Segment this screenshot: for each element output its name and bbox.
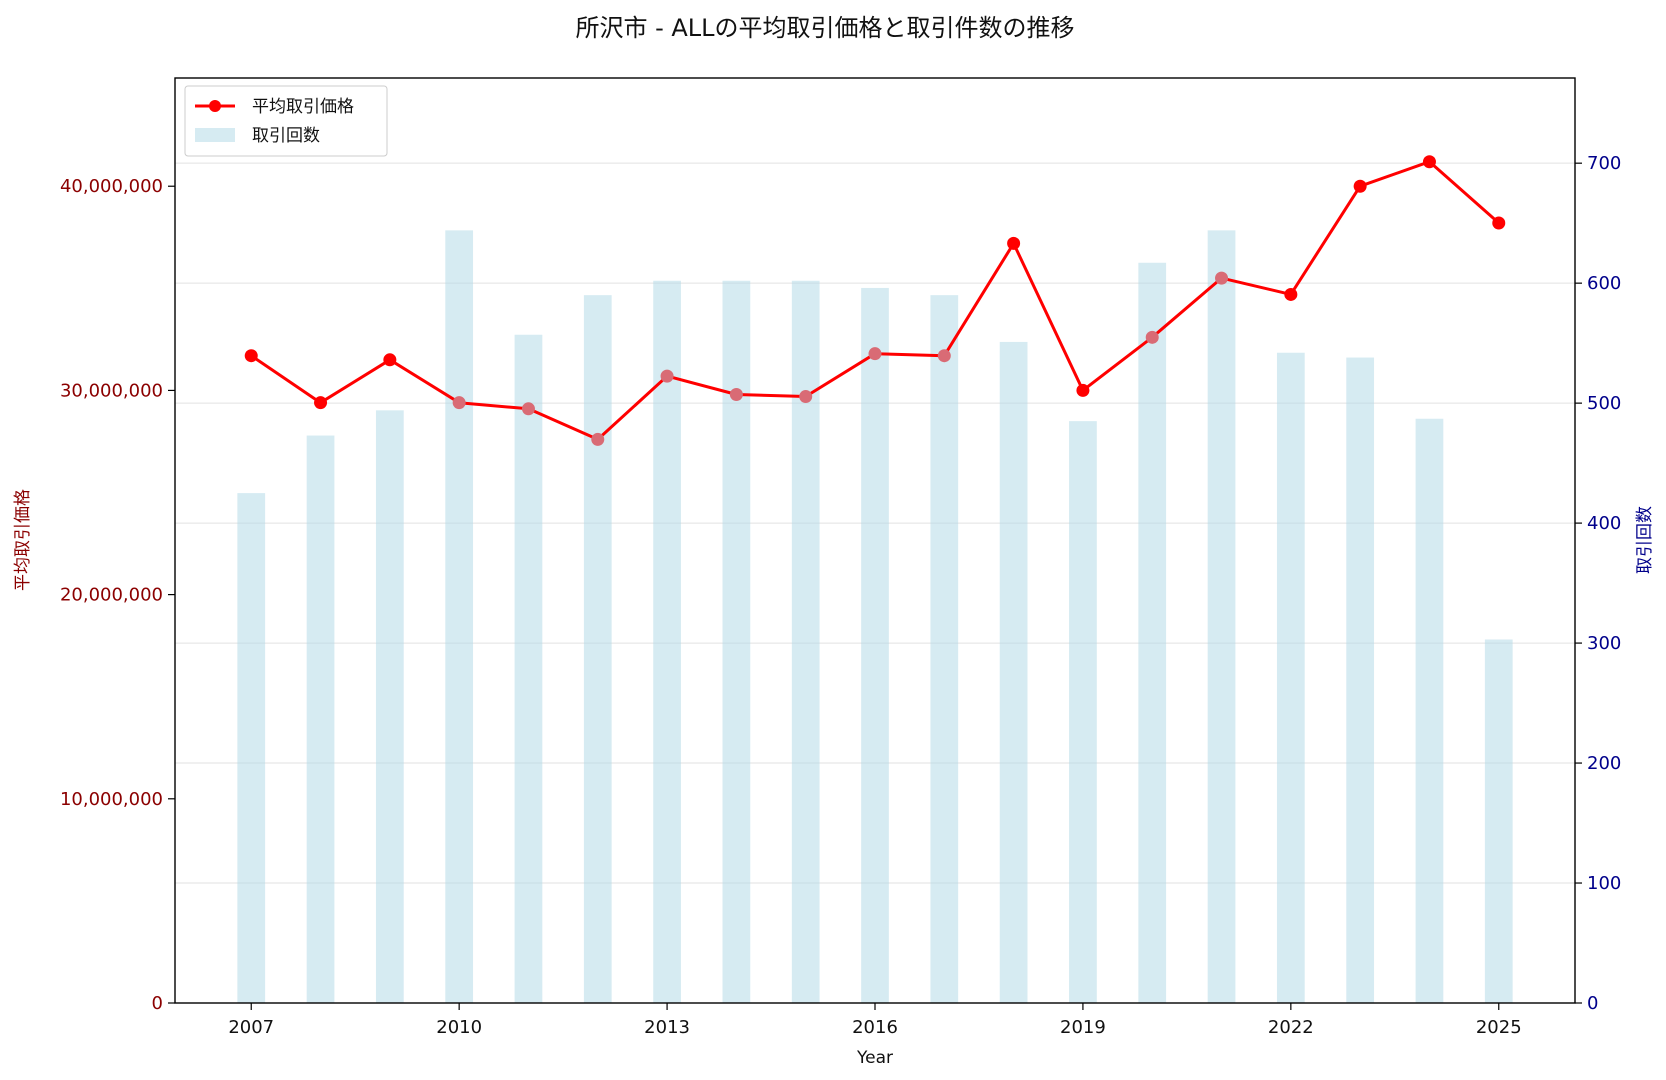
x-axis-label: Year xyxy=(856,1048,893,1068)
bar-2016 xyxy=(861,287,889,1003)
point-2023 xyxy=(1353,179,1367,193)
legend-bar-swatch xyxy=(195,128,235,142)
bar-2008 xyxy=(306,435,335,1003)
bar-2009 xyxy=(375,410,404,1004)
y-left-tick-label-2: 20,000,000 xyxy=(60,585,163,606)
bar-2023 xyxy=(1346,357,1375,1003)
bar-2012 xyxy=(583,295,612,1003)
bar-2022 xyxy=(1276,352,1305,1003)
point-2012 xyxy=(591,432,605,446)
bar-series xyxy=(237,230,1513,1004)
point-2007 xyxy=(244,349,258,363)
y-right-tick-label-0: 0 xyxy=(1587,993,1598,1014)
point-2017 xyxy=(937,349,951,363)
legend-label-count: 取引回数 xyxy=(252,126,320,146)
point-2011 xyxy=(521,402,535,416)
y-right-tick-label-2: 200 xyxy=(1587,753,1621,774)
bar-2019 xyxy=(1069,421,1097,1003)
bar-2013 xyxy=(653,280,681,1003)
y-left-tick-label-0: 0 xyxy=(152,993,163,1014)
point-2008 xyxy=(314,396,328,410)
y-axis-right: 0 100 200 300 400 500 600 700 xyxy=(1575,153,1621,1014)
x-tick-label-2022: 2022 xyxy=(1268,1017,1314,1038)
x-tick-label-2007: 2007 xyxy=(228,1017,274,1038)
x-tick-label-2016: 2016 xyxy=(852,1017,898,1038)
point-2024 xyxy=(1422,155,1436,169)
legend-label-price: 平均取引価格 xyxy=(252,97,354,117)
bar-2014 xyxy=(722,280,751,1003)
bar-2025 xyxy=(1484,639,1513,1003)
point-2015 xyxy=(799,390,813,404)
y-left-tick-label-4: 40,000,000 xyxy=(60,176,163,197)
point-2013 xyxy=(660,369,674,383)
point-2014 xyxy=(729,388,743,402)
bar-2020 xyxy=(1138,262,1167,1004)
bar-2010 xyxy=(445,230,474,1003)
legend-line-marker xyxy=(209,100,221,112)
y-right-tick-label-6: 600 xyxy=(1587,273,1621,294)
x-tick-label-2013: 2013 xyxy=(644,1017,690,1038)
legend: 平均取引価格 取引回数 xyxy=(184,85,388,157)
x-tick-label-2025: 2025 xyxy=(1476,1017,1522,1038)
bar-2018 xyxy=(999,341,1028,1003)
y-right-tick-label-7: 700 xyxy=(1587,153,1621,174)
y-right-tick-label-3: 300 xyxy=(1587,633,1621,654)
point-2010 xyxy=(452,396,466,410)
x-tick-label-2010: 2010 xyxy=(436,1017,482,1038)
point-2018 xyxy=(1007,236,1021,250)
point-2022 xyxy=(1284,287,1298,301)
chart-title: 所沢市 - ALLの平均取引価格と取引件数の推移 xyxy=(575,14,1074,42)
y-axis-right-label: 取引回数 xyxy=(1635,506,1655,574)
point-2021 xyxy=(1215,271,1229,285)
y-right-tick-label-4: 400 xyxy=(1587,513,1621,534)
point-2019 xyxy=(1076,383,1090,397)
y-left-tick-label-1: 10,000,000 xyxy=(60,789,163,810)
point-2025 xyxy=(1492,216,1506,230)
point-2020 xyxy=(1145,330,1159,344)
line-series xyxy=(244,155,1506,446)
x-axis: 2007 2010 2013 2016 2019 2022 2025 xyxy=(228,1003,1522,1038)
y-right-tick-label-1: 100 xyxy=(1587,873,1621,894)
y-axis-left-label: 平均取引価格 xyxy=(13,489,33,591)
x-tick-label-2019: 2019 xyxy=(1060,1017,1106,1038)
point-2009 xyxy=(383,353,397,367)
bar-2007 xyxy=(237,493,266,1003)
bar-2017 xyxy=(930,295,959,1003)
point-2016 xyxy=(868,347,882,361)
legend-box xyxy=(184,85,388,157)
y-left-tick-label-3: 30,000,000 xyxy=(60,380,163,401)
y-axis-left: 0 10,000,000 20,000,000 30,000,000 40,000,00… xyxy=(60,176,175,1014)
bar-2024 xyxy=(1415,418,1444,1003)
bar-2011 xyxy=(514,334,543,1003)
bar-2021 xyxy=(1207,230,1236,1003)
y-right-tick-label-5: 500 xyxy=(1587,393,1621,414)
